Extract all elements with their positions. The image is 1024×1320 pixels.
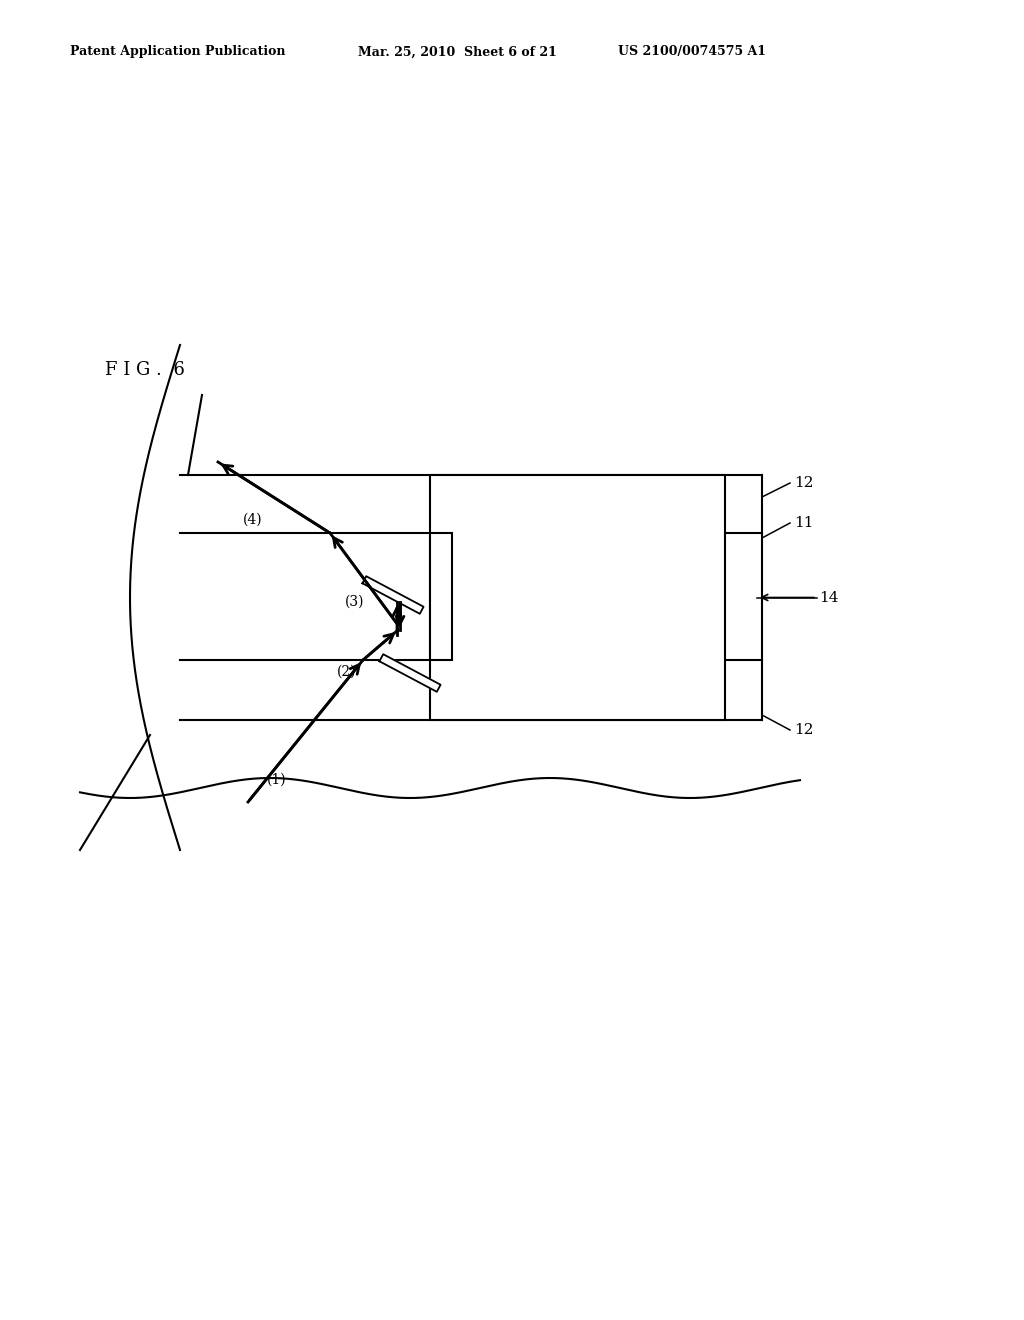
Text: US 2100/0074575 A1: US 2100/0074575 A1	[618, 45, 766, 58]
Text: (4): (4)	[243, 513, 262, 527]
Text: 12: 12	[794, 477, 813, 490]
Polygon shape	[362, 577, 424, 614]
Text: 14: 14	[819, 590, 839, 605]
Text: 12: 12	[794, 723, 813, 737]
Text: Mar. 25, 2010  Sheet 6 of 21: Mar. 25, 2010 Sheet 6 of 21	[358, 45, 557, 58]
Text: F I G .  6: F I G . 6	[105, 360, 185, 379]
Text: (1): (1)	[267, 774, 287, 787]
Bar	[430, 475, 725, 719]
Text: 11: 11	[794, 516, 813, 531]
Bar	[430, 533, 452, 660]
Text: (2): (2)	[337, 665, 356, 678]
Text: Patent Application Publication: Patent Application Publication	[70, 45, 286, 58]
Text: (3): (3)	[345, 595, 365, 609]
Polygon shape	[380, 655, 440, 692]
